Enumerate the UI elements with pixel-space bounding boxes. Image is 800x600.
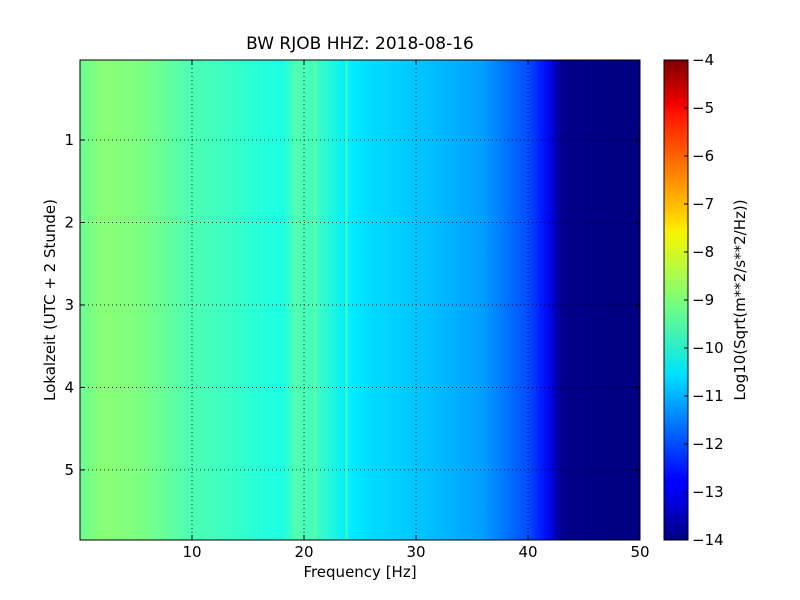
plot-frame	[79, 59, 641, 541]
y-tick-label: 4	[64, 378, 74, 396]
y-tick-label: 3	[64, 296, 74, 314]
x-tick-label: 50	[630, 543, 649, 561]
x-tick-label: 30	[406, 543, 425, 561]
colorbar-tick-label: −7	[692, 195, 714, 213]
y-axis: 1 2 3 4 5	[64, 131, 640, 479]
spectrogram-image	[80, 60, 640, 540]
x-tick-label: 10	[182, 543, 201, 561]
y-tick-label: 1	[64, 131, 74, 149]
x-axis: 10 20 30 40 50	[182, 60, 650, 561]
colorbar-tick-label: −13	[692, 483, 724, 501]
chart-title: BW RJOB HHZ: 2018-08-16	[246, 34, 474, 54]
x-axis-label: Frequency [Hz]	[303, 563, 416, 581]
colorbar-tick-label: −6	[692, 147, 714, 165]
colorbar-tick-label: −12	[692, 435, 724, 453]
x-tick-label: 20	[294, 543, 313, 561]
colorbar-tick-label: −5	[692, 99, 714, 117]
colorbar-tick-label: −4	[692, 51, 714, 69]
colorbar-label: Log10(Sqrt(m**2/s**2/Hz))	[731, 199, 749, 400]
colorbar-tick-label: −10	[692, 339, 724, 357]
y-tick-label: 2	[64, 213, 74, 231]
x-tick-label: 40	[518, 543, 537, 561]
plot-area	[79, 59, 641, 541]
y-axis-label: Lokalzeit (UTC + 2 Stunde)	[41, 199, 59, 401]
colorbar-tick-label: −9	[692, 291, 714, 309]
y-tick-label: 5	[64, 461, 74, 479]
colorbar: −4 −5 −6 −7 −8 −9 −10 −11 −12 −13 −14 Log10(Sqrt(m…	[663, 51, 749, 549]
colorbar-tick-label: −8	[692, 243, 714, 261]
colorbar-ticks: −4 −5 −6 −7 −8 −9 −10 −11 −12 −13 −14	[684, 51, 724, 549]
grid	[80, 60, 640, 540]
colorbar-tick-label: −14	[692, 531, 724, 549]
colorbar-tick-label: −11	[692, 387, 724, 405]
